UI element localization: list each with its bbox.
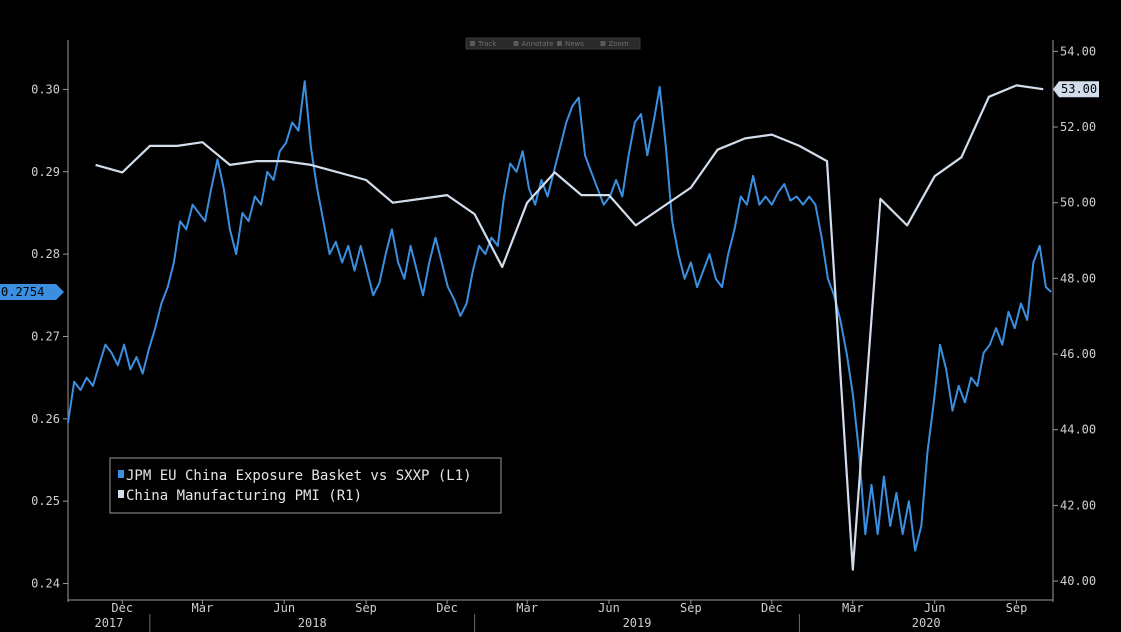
- last-value-badge-left: 0.2754: [0, 284, 64, 300]
- x-tick-label: Sep: [355, 601, 377, 615]
- left-tick-label: 0.30: [31, 82, 60, 96]
- year-label: 2020: [912, 616, 941, 630]
- legend-swatch-jpm-basket: [118, 470, 124, 478]
- x-tick-label: Dec: [761, 601, 783, 615]
- x-tick-label: Mar: [192, 601, 214, 615]
- legend: JPM EU China Exposure Basket vs SXXP (L1…: [109, 457, 502, 514]
- right-tick-label: 48.00: [1060, 271, 1096, 285]
- news-icon: [557, 41, 562, 46]
- right-axis-ticks: 40.00 42.00 44.00 46.00 48.00 50.00 52.00 54.00: [1053, 44, 1096, 588]
- left-tick-label: 0.24: [31, 577, 60, 591]
- left-tick-label: 0.25: [31, 494, 60, 508]
- x-axis-ticks: Dec Mar Jun Sep Dec Mar Jun Sep Dec Mar Jun Sep 2017…: [94, 600, 1027, 632]
- x-tick-label: Dec: [111, 601, 133, 615]
- left-tick-label: 0.26: [31, 412, 60, 426]
- toolbar-annotate-button[interactable]: Annotate: [522, 40, 554, 48]
- last-value-label-right: 53.00: [1061, 82, 1097, 96]
- last-value-label-left: 0.2754: [1, 285, 44, 299]
- x-tick-label: Sep: [680, 601, 702, 615]
- last-value-badge-right: 53.00: [1053, 81, 1099, 98]
- right-tick-label: 54.00: [1060, 44, 1096, 58]
- chart-toolbar: Track Annotate News Zoom: [465, 37, 641, 50]
- right-tick-label: 50.00: [1060, 196, 1096, 210]
- pencil-icon: [513, 41, 519, 46]
- crosshair-icon: [470, 41, 475, 46]
- year-label: 2017: [94, 616, 123, 630]
- series-line-china-pmi: [95, 84, 1044, 571]
- toolbar-zoom-button[interactable]: Zoom: [609, 40, 629, 48]
- right-tick-label: 44.00: [1060, 423, 1096, 437]
- toolbar-news-button[interactable]: News: [565, 40, 584, 48]
- toolbar-background: [465, 37, 641, 50]
- legend-label-jpm-basket: JPM EU China Exposure Basket vs SXXP (L1…: [126, 468, 472, 484]
- right-tick-label: 46.00: [1060, 347, 1096, 361]
- left-tick-label: 0.29: [31, 165, 60, 179]
- x-tick-label: Mar: [842, 601, 864, 615]
- toolbar-track-button[interactable]: Track: [477, 40, 497, 48]
- x-tick-label: Jun: [924, 601, 946, 615]
- legend-swatch-china-pmi: [118, 490, 124, 498]
- x-tick-label: Dec: [436, 601, 458, 615]
- x-tick-label: Mar: [516, 601, 538, 615]
- right-tick-label: 40.00: [1060, 574, 1096, 588]
- left-axis-ticks: 0.24 0.25 0.26 0.27 0.28 0.29 0.30: [31, 82, 68, 591]
- x-tick-label: Jun: [273, 601, 295, 615]
- year-label: 2018: [298, 616, 327, 630]
- left-tick-label: 0.27: [31, 329, 60, 343]
- x-tick-label: Jun: [598, 601, 620, 615]
- x-tick-label: Sep: [1006, 601, 1028, 615]
- legend-label-china-pmi: China Manufacturing PMI (R1): [126, 488, 362, 504]
- right-tick-label: 42.00: [1060, 498, 1096, 512]
- legend-box: [109, 457, 502, 514]
- left-tick-label: 0.28: [31, 247, 60, 261]
- series-line-jpm-basket: [67, 80, 1052, 552]
- year-label: 2019: [623, 616, 652, 630]
- magnifier-icon: [600, 41, 606, 46]
- right-tick-label: 52.00: [1060, 120, 1096, 134]
